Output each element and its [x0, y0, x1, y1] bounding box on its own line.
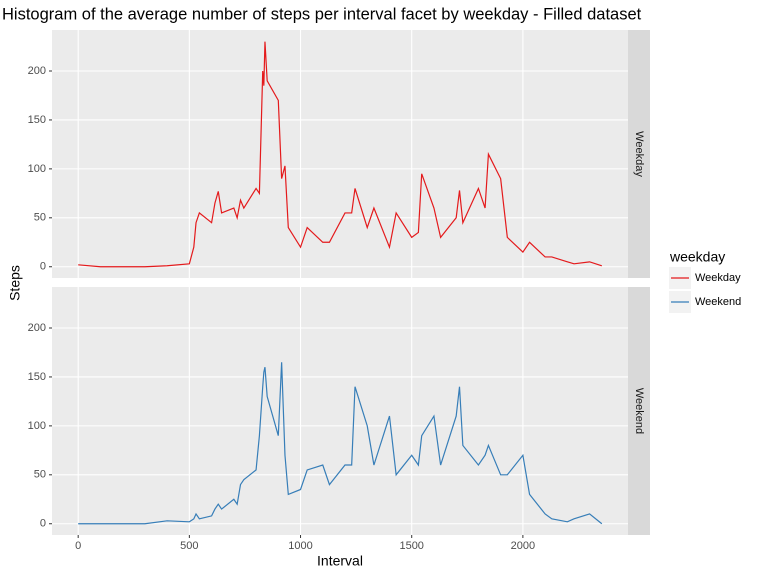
panel-background — [52, 30, 628, 278]
y-axis-label: Steps — [7, 265, 23, 301]
chart-title: Histogram of the average number of steps… — [2, 5, 642, 23]
series-line — [78, 41, 603, 268]
legend-title: weekday — [669, 249, 725, 265]
y-tick-label: 0 — [40, 261, 46, 273]
y-tick-label: 50 — [34, 212, 46, 224]
panel-background — [52, 287, 628, 535]
y-tick-label: 200 — [28, 322, 46, 334]
x-tick-label: 1500 — [399, 540, 423, 552]
facet-strip — [628, 30, 650, 278]
x-tick-label: 500 — [180, 540, 198, 552]
y-tick-label: 150 — [28, 114, 46, 126]
y-tick-label: 200 — [28, 65, 46, 77]
x-tick-label: 0 — [75, 540, 81, 552]
x-tick-label: 1000 — [288, 540, 312, 552]
facet-label: Weekend — [633, 388, 645, 434]
facet-label: Weekday — [633, 131, 645, 177]
x-tick-label: 2000 — [511, 540, 535, 552]
series-line — [78, 362, 603, 525]
legend-label: Weekend — [695, 296, 741, 308]
y-tick-label: 50 — [34, 469, 46, 481]
y-tick-label: 100 — [28, 163, 46, 175]
x-axis-label: Interval — [317, 553, 363, 569]
y-tick-label: 100 — [28, 420, 46, 432]
legend-label: Weekday — [695, 272, 741, 284]
y-tick-label: 150 — [28, 371, 46, 383]
facet-strip — [628, 287, 650, 535]
y-tick-label: 0 — [40, 518, 46, 530]
